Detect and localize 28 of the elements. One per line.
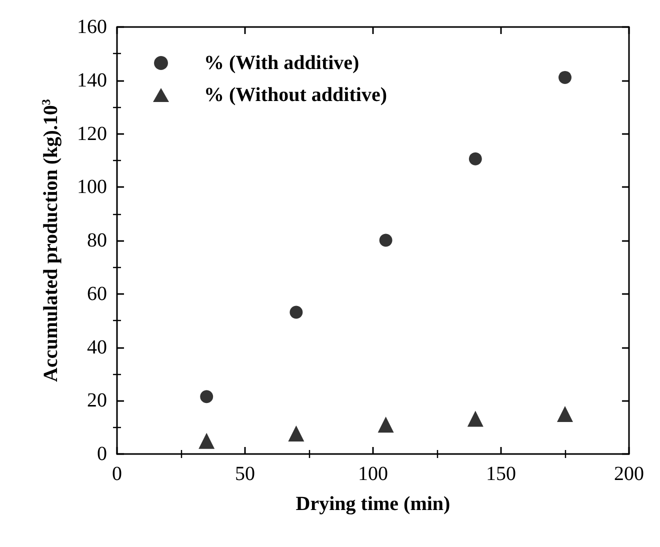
point <box>468 152 482 166</box>
point <box>379 234 392 247</box>
y-tick-label: 40 <box>87 336 107 358</box>
y-tick-label: 160 <box>77 16 107 38</box>
x-axis-title: Drying time (min) <box>296 493 450 515</box>
x-tick-label: 50 <box>235 463 255 485</box>
x-tick-label: 150 <box>486 463 516 485</box>
y-tick-label: 140 <box>77 69 107 92</box>
x-tick-label: 0 <box>112 463 122 485</box>
point <box>378 416 394 433</box>
point <box>557 406 573 422</box>
x-tick-label: 100 <box>358 463 388 485</box>
point <box>198 432 215 449</box>
y-tick-label: 80 <box>87 230 107 252</box>
x-tick-label: 200 <box>614 463 644 485</box>
point <box>200 390 214 404</box>
y-tick-label: 100 <box>77 176 107 198</box>
point <box>290 306 303 319</box>
y-axis-title: Accumulated production (kg).103 <box>39 99 62 382</box>
legend-label: % (Without additive) <box>204 84 387 106</box>
point <box>288 425 304 442</box>
y-tick-label: 0 <box>97 443 107 465</box>
point <box>558 70 572 84</box>
y-tick-label: 60 <box>87 282 107 305</box>
y-tick-label: 20 <box>87 390 107 412</box>
legend-label: % (With additive) <box>204 52 360 74</box>
point <box>467 410 484 427</box>
y-tick-label: 120 <box>77 122 107 145</box>
